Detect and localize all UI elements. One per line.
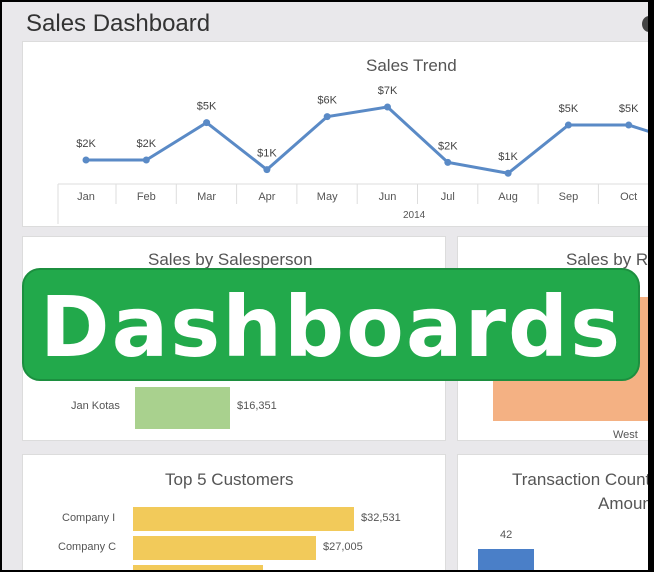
x-tick-label: Apr [258,191,275,203]
data-point [384,103,391,111]
page-title: Sales Dashboard [26,10,211,37]
x-axis-label: 2014 [403,210,426,221]
data-point [564,121,572,129]
chart-title: Top 5 Customers [165,470,294,489]
banner-text: Dashboards [39,278,623,376]
x-tick-label: Sep [559,191,579,203]
data-label: $2K [438,140,458,152]
x-tick-label: Jul [441,191,455,203]
data-label: $2K [76,138,96,150]
chart-title: Sales Trend [366,56,457,75]
data-label: $5K [559,103,579,115]
data-point [625,121,633,129]
series-line [86,105,648,175]
x-tick-label: Aug [498,191,518,203]
data-label: $1K [257,148,277,160]
chart-title: Sales by Salesperson [148,250,313,269]
data-label: $1K [498,151,518,163]
bar-label: West [613,429,638,441]
data-label: $5K [619,103,639,115]
data-point [82,156,90,164]
chart-title: Sales by Region [566,250,648,269]
data-label: $2K [137,138,157,150]
bar [133,507,354,531]
line-chart: Jan Feb Mar Apr May Jun Jul Aug Sep Oct $2K $2K $5K $… [57,85,648,224]
transaction-count-panel: Transaction Count Amount 42 [457,454,648,570]
chart-subtitle: Amount [598,494,648,513]
bar-value: $32,531 [361,512,401,524]
data-point [203,119,211,127]
settings-icon[interactable] [642,16,648,32]
sales-trend-panel: Sales Trend Jan Feb Mar Apr May Jun Jul Aug Sep O… [22,41,648,227]
data-label: $6K [317,95,337,107]
x-tick-label: Feb [137,191,156,203]
bar-label: Company C [58,541,117,553]
bar-label: Company I [62,512,116,524]
bar-value: $27,005 [323,541,363,553]
top-customers-panel: Top 5 Customers Company I $32,531 Compan… [22,454,446,570]
x-tick-label: Jan [77,191,95,203]
data-point [142,156,150,164]
bar-value: $16,351 [237,400,277,412]
data-point [504,169,512,177]
x-tick-label: Jun [379,191,397,203]
chart-title: Transaction Count [512,470,648,489]
data-point [444,158,452,166]
x-tick-label: Oct [620,191,637,203]
dashboards-banner: Dashboards [22,268,640,381]
x-tick-label: May [317,191,338,203]
bar [478,549,534,570]
bar [135,387,230,429]
bar [133,565,263,570]
data-point [323,113,331,121]
bar-label: Jan Kotas [71,400,120,412]
data-point [263,166,271,174]
data-label: $7K [378,85,398,97]
x-tick-label: Mar [197,191,216,203]
bar [133,536,316,560]
bar-value: 42 [500,529,513,541]
data-label: $5K [197,101,217,113]
